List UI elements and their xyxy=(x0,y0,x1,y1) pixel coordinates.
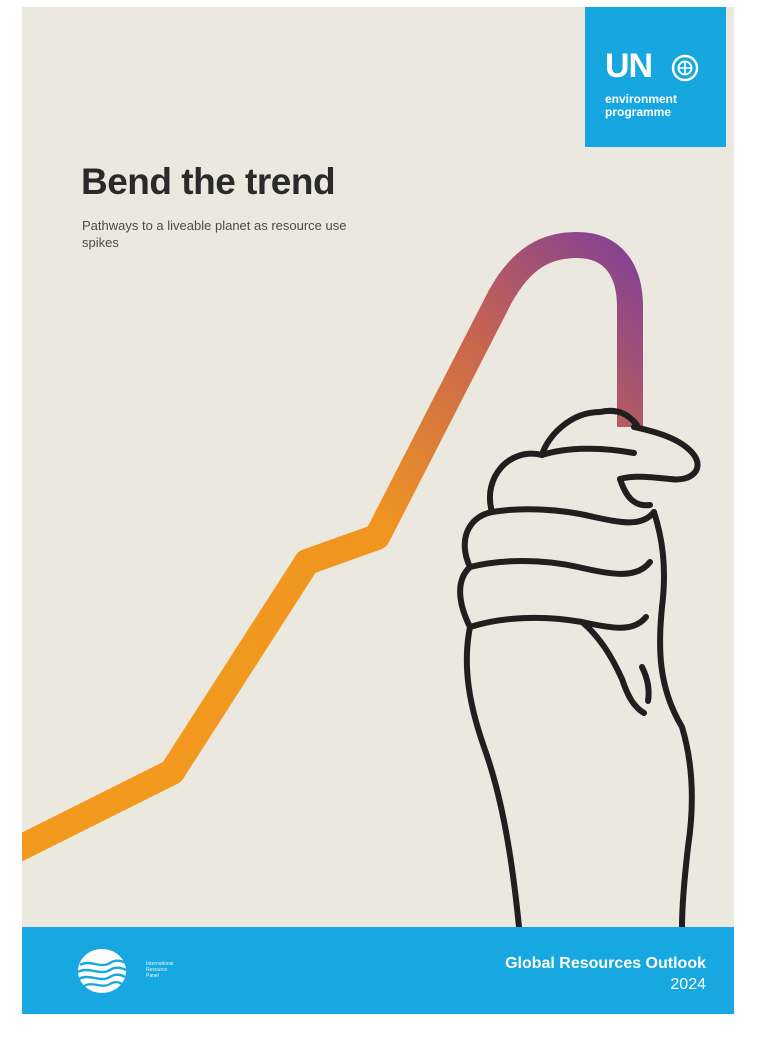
cover-illustration xyxy=(22,232,701,930)
publisher-line3: Panel xyxy=(146,973,159,979)
cover-footer: International Resource Panel Global Reso… xyxy=(22,927,734,1014)
international-resource-panel-icon xyxy=(77,949,127,993)
publisher-text: International Resource Panel xyxy=(146,961,206,979)
report-title: Global Resources Outlook xyxy=(505,955,706,972)
cover-subtitle: Pathways to a liveable planet as resourc… xyxy=(82,218,347,250)
un-environment-text: environment programme xyxy=(605,93,677,119)
publisher-line2: Resource xyxy=(146,967,168,973)
report-year: 2024 xyxy=(670,976,706,993)
hand-drawing xyxy=(457,407,701,930)
un-text-line2: programme xyxy=(605,105,672,119)
report-cover: UN environment programme Bend the trend … xyxy=(22,7,734,1014)
un-mark: UN xyxy=(605,47,653,85)
un-text-line1: environment xyxy=(605,92,678,106)
publisher-line1: International xyxy=(146,961,174,967)
cover-title: Bend the trend xyxy=(81,161,336,202)
un-emblem-icon xyxy=(671,54,699,82)
bending-trend-line xyxy=(22,232,643,862)
un-environment-logo: UN environment programme xyxy=(585,7,726,147)
